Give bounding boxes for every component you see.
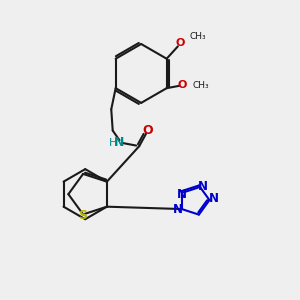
Text: CH₃: CH₃ [189, 32, 206, 40]
Text: N: N [113, 136, 124, 149]
Text: N: N [173, 202, 183, 216]
Text: O: O [142, 124, 153, 137]
Text: CH₃: CH₃ [192, 81, 209, 90]
Text: N: N [177, 188, 187, 201]
Text: N: N [208, 192, 219, 205]
Text: O: O [176, 38, 185, 48]
Text: N: N [198, 181, 208, 194]
Text: S: S [79, 209, 88, 222]
Text: O: O [178, 80, 187, 90]
Text: H: H [109, 138, 117, 148]
